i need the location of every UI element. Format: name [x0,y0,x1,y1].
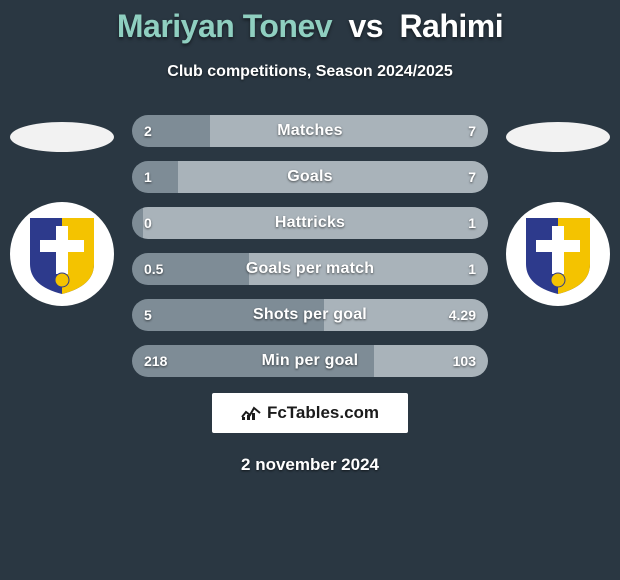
chart-icon [241,405,261,421]
right-crest [506,202,610,306]
stat-value-right: 4.29 [449,307,476,323]
stat-value-right: 7 [468,169,476,185]
stat-value-right: 1 [468,215,476,231]
stat-label: Matches [277,122,342,140]
stat-value-right: 103 [453,353,476,369]
stat-value-left: 5 [144,307,152,323]
stat-value-left: 0 [144,215,152,231]
stat-bars: 2 7 Matches 1 7 Goals 0 1 Hattricks 0.5 1 Goals per… [132,115,488,377]
bar-fill-left [132,161,178,193]
stat-row: 5 4.29 Shots per goal [132,299,488,331]
bar-fill-right [210,115,488,147]
watermark-text: FcTables.com [267,403,379,423]
stat-label: Goals [287,168,332,186]
stat-value-left: 2 [144,123,152,139]
right-ellipse [506,122,610,152]
stat-value-right: 7 [468,123,476,139]
stat-value-left: 218 [144,353,167,369]
stat-label: Shots per goal [253,306,367,324]
vs-text: vs [348,8,383,44]
subtitle: Club competitions, Season 2024/2025 [167,63,452,81]
stat-label: Hattricks [275,214,345,232]
stat-value-left: 1 [144,169,152,185]
stat-value-right: 1 [468,261,476,277]
player2-name: Rahimi [399,8,503,44]
heading: Mariyan Tonev vs Rahimi [117,8,503,45]
watermark: FcTables.com [212,393,408,433]
left-crest [10,202,114,306]
stat-value-left: 0.5 [144,261,163,277]
stat-row: 2 7 Matches [132,115,488,147]
stat-label: Goals per match [246,260,374,278]
date-text: 2 november 2024 [241,455,379,475]
left-column [10,122,114,306]
bar-fill-left [132,207,143,239]
comparison-card: Mariyan Tonev vs Rahimi Club competition… [0,0,620,580]
stat-row: 1 7 Goals [132,161,488,193]
player1-name: Mariyan Tonev [117,8,332,44]
stat-row: 0 1 Hattricks [132,207,488,239]
left-ellipse [10,122,114,152]
stat-label: Min per goal [262,352,359,370]
stat-row: 218 103 Min per goal [132,345,488,377]
right-column [506,122,610,306]
bar-fill-right [178,161,488,193]
crest-icon [522,212,594,296]
crest-icon [26,212,98,296]
stat-row: 0.5 1 Goals per match [132,253,488,285]
